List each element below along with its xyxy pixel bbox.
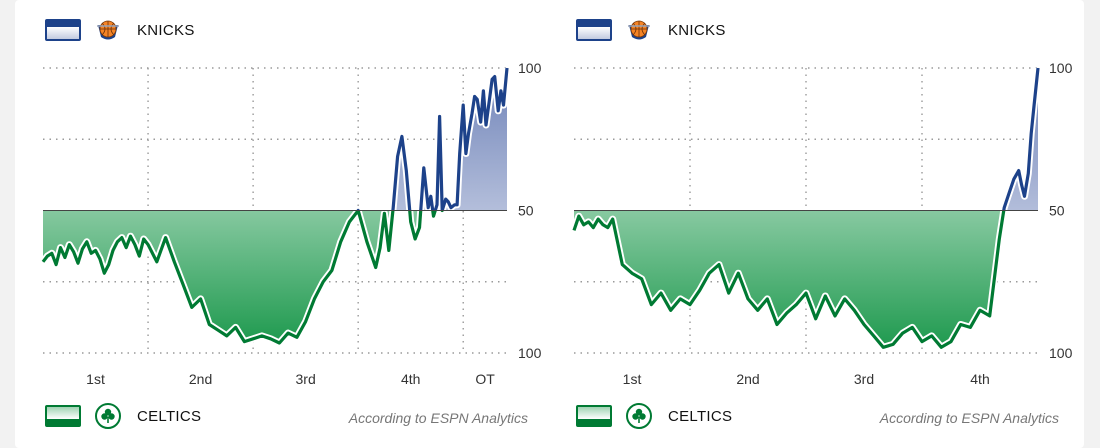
- knicks-legend: KNICKS: [576, 15, 726, 45]
- celtics-probability-line: [41, 210, 444, 345]
- period-label: 3rd: [854, 371, 874, 387]
- source-note: According to ESPN Analytics: [348, 410, 528, 426]
- celtics-swatch: [45, 405, 81, 427]
- knicks-swatch: [576, 19, 612, 41]
- celtics-probability-line: [572, 210, 1006, 349]
- period-label: 2nd: [189, 371, 212, 387]
- celtics-label: CELTICS: [668, 407, 733, 425]
- period-label: 4th: [970, 371, 989, 387]
- y-tick-label: 100: [1049, 60, 1073, 76]
- celtics-legend: CELTICS: [576, 401, 732, 431]
- knicks-label: KNICKS: [668, 21, 726, 39]
- win-probability-panel-game-2: KNICKS CELTICS According to ESPN Analyti…: [546, 0, 1084, 448]
- period-label: 4th: [401, 371, 420, 387]
- knicks-label: KNICKS: [137, 21, 195, 39]
- win-probability-chart: 100 50 100 1st 2nd 3rd 4th OT: [40, 60, 542, 387]
- knicks-legend: KNICKS: [45, 15, 195, 45]
- period-label: 2nd: [736, 371, 759, 387]
- y-tick-label: 50: [1049, 203, 1065, 219]
- period-label: 1st: [623, 371, 642, 387]
- y-tick-label: 50: [518, 203, 534, 219]
- celtics-clover-logo-icon: [626, 403, 652, 429]
- celtics-label: CELTICS: [137, 407, 202, 425]
- period-label: OT: [475, 371, 495, 387]
- celtics-swatch: [576, 405, 612, 427]
- knicks-probability-line: [356, 67, 509, 211]
- y-tick-label: 100: [518, 60, 542, 76]
- source-note: According to ESPN Analytics: [879, 410, 1059, 426]
- celtics-clover-logo-icon: [95, 403, 121, 429]
- win-probability-panel-game-1: KNICKS CELTICS According to ESPN Analyti…: [15, 0, 553, 448]
- knicks-swatch: [45, 19, 81, 41]
- knicks-ball-logo-icon: [97, 20, 119, 40]
- celtics-area: [43, 210, 507, 343]
- y-tick-label: 100: [1049, 345, 1073, 361]
- knicks-ball-logo-icon: [628, 20, 650, 40]
- celtics-area: [574, 210, 1038, 348]
- y-tick-label: 100: [518, 345, 542, 361]
- period-label: 1st: [86, 371, 105, 387]
- period-label: 3rd: [296, 371, 316, 387]
- win-probability-chart: 100 50 100 1st 2nd 3rd 4th: [570, 60, 1073, 387]
- celtics-legend: CELTICS: [45, 401, 201, 431]
